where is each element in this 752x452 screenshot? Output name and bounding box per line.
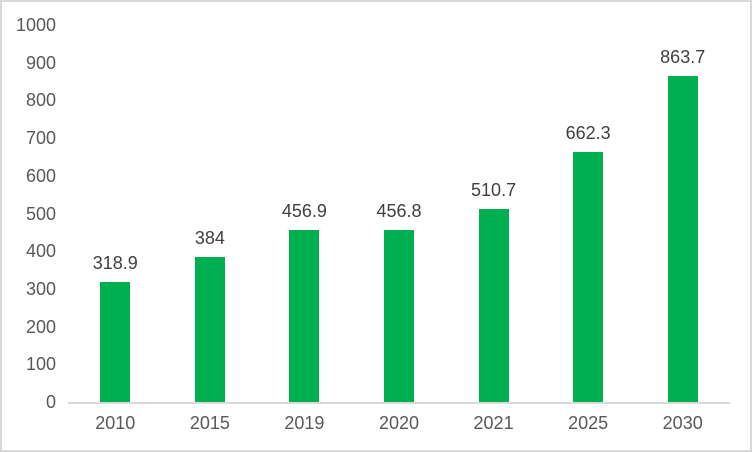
y-tick-label: 700 <box>25 128 56 149</box>
bar-2019 <box>289 229 320 402</box>
y-tick-label: 600 <box>25 165 56 186</box>
y-tick-label: 300 <box>25 278 56 299</box>
bar-2015 <box>194 257 225 402</box>
bar-2021 <box>478 209 509 402</box>
bar-value-label: 456.8 <box>376 200 422 221</box>
y-tick-label: 200 <box>25 316 56 337</box>
x-tick-label: 2019 <box>284 413 325 433</box>
y-tick-label: 400 <box>25 241 56 262</box>
y-tick-label: 0 <box>45 392 56 412</box>
bar-value-label: 863.7 <box>660 47 706 68</box>
x-tick-label: 2010 <box>95 413 136 433</box>
x-tick-label: 2021 <box>473 413 514 433</box>
x-tick-label: 2025 <box>568 413 609 433</box>
bar-2020 <box>384 229 414 402</box>
bar-value-label: 510.7 <box>471 180 517 201</box>
x-tick-label: 2015 <box>189 413 230 433</box>
y-tick-label: 900 <box>25 52 56 73</box>
y-tick-label: 500 <box>25 203 56 224</box>
y-tick-label: 1000 <box>15 15 56 35</box>
bar-value-label: 384 <box>194 228 225 249</box>
bar-value-label: 662.3 <box>565 123 611 144</box>
y-tick-label: 100 <box>25 354 56 375</box>
x-tick-label: 2030 <box>662 413 703 433</box>
bar-2025 <box>573 152 604 402</box>
x-axis-line <box>68 402 730 404</box>
y-tick-label: 800 <box>25 90 56 111</box>
bar-value-label: 456.9 <box>281 200 327 221</box>
bar-value-label: 318.9 <box>92 252 138 273</box>
bar-2030 <box>667 76 698 402</box>
x-tick-label: 2020 <box>378 413 419 433</box>
bar-2010 <box>100 281 131 402</box>
